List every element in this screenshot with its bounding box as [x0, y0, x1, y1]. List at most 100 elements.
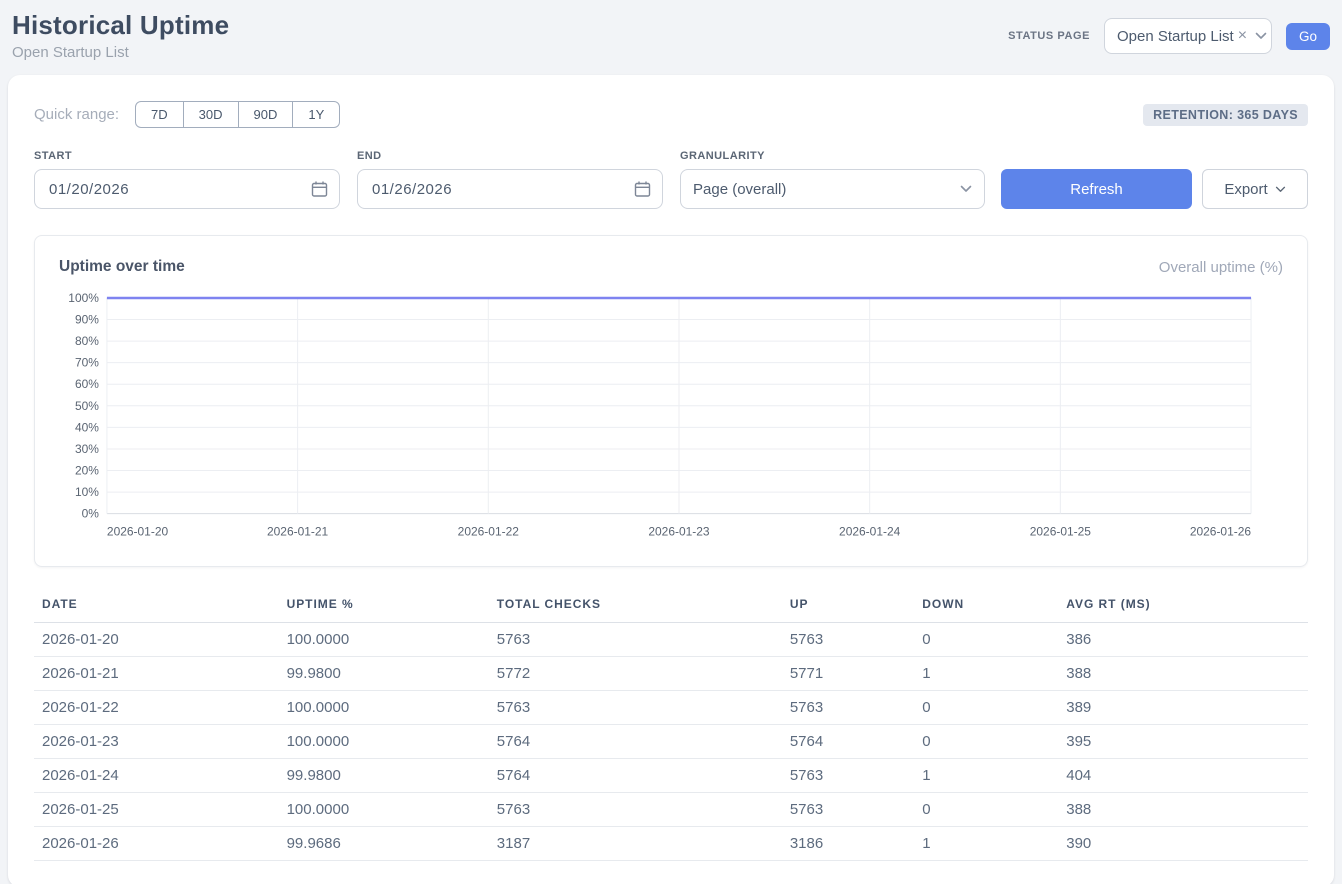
table-cell: 0: [914, 724, 1059, 759]
quick-range-group: 7D 30D 90D 1Y: [135, 101, 341, 128]
export-label: Export: [1224, 180, 1268, 198]
table-header-row: DATE UPTIME % TOTAL CHECKS UP DOWN AVG RT (MS…: [34, 590, 1308, 623]
table-cell: 100.0000: [278, 724, 489, 759]
table-cell: 1: [914, 656, 1059, 691]
table-cell: 5763: [488, 690, 782, 725]
table-cell: 404: [1058, 758, 1308, 793]
table-cell: 5763: [488, 792, 782, 827]
end-date-input[interactable]: [357, 169, 663, 209]
table-row: 2026-01-20 100.0000 5763 5763 0 386: [34, 622, 1308, 657]
calendar-icon[interactable]: [634, 181, 651, 198]
start-input-wrap: [34, 169, 340, 209]
table-column-header: DATE: [34, 590, 279, 623]
svg-text:2026-01-23: 2026-01-23: [648, 525, 710, 539]
table-cell: 5763: [781, 792, 915, 827]
table-row: 2026-01-21 99.9800 5772 5771 1 388: [34, 656, 1308, 691]
start-date-field: START: [34, 150, 340, 209]
granularity-select[interactable]: Page (overall): [680, 169, 985, 209]
quick-range-label: Quick range:: [34, 106, 120, 123]
export-button[interactable]: Export: [1202, 169, 1308, 209]
svg-text:2026-01-22: 2026-01-22: [458, 525, 520, 539]
chevron-down-icon: [1275, 186, 1286, 193]
table-cell: 5763: [781, 622, 915, 657]
table-cell: 2026-01-23: [34, 724, 279, 759]
table-cell: 99.9800: [278, 758, 489, 793]
table-cell: 0: [914, 622, 1059, 657]
table-cell: 100.0000: [278, 690, 489, 725]
end-input-wrap: [357, 169, 663, 209]
table-cell: 388: [1058, 792, 1308, 827]
quick-range-button-1y[interactable]: 1Y: [293, 101, 341, 128]
svg-text:2026-01-21: 2026-01-21: [267, 525, 329, 539]
table-column-header: DOWN: [914, 590, 1059, 623]
svg-text:20%: 20%: [75, 463, 99, 477]
table-cell: 5763: [781, 758, 915, 793]
chart-header: Uptime over time Overall uptime (%): [59, 258, 1283, 276]
granularity-value: Page (overall): [693, 180, 787, 198]
status-page-label: STATUS PAGE: [1008, 30, 1090, 42]
table-cell: 386: [1058, 622, 1308, 657]
table-cell: 2026-01-20: [34, 622, 279, 657]
table-head: DATE UPTIME % TOTAL CHECKS UP DOWN AVG RT (MS…: [34, 590, 1308, 623]
quick-range-row: Quick range: 7D 30D 90D 1Y RETENTION: 365 D…: [34, 101, 1308, 128]
go-button[interactable]: Go: [1285, 22, 1330, 50]
end-date-field: END: [357, 150, 663, 209]
table-cell: 5763: [488, 622, 782, 657]
clear-icon[interactable]: ×: [1237, 27, 1248, 44]
table-cell: 395: [1058, 724, 1308, 759]
table-row: 2026-01-22 100.0000 5763 5763 0 389: [34, 690, 1308, 725]
calendar-icon[interactable]: [311, 181, 328, 198]
table-cell: 388: [1058, 656, 1308, 691]
granularity-field: GRANULARITY Page (overall): [680, 150, 985, 209]
table-cell: 100.0000: [278, 792, 489, 827]
svg-text:10%: 10%: [75, 485, 99, 499]
svg-text:50%: 50%: [75, 399, 99, 413]
svg-text:2026-01-25: 2026-01-25: [1030, 525, 1092, 539]
page-subtitle: Open Startup List: [12, 44, 129, 61]
table-row: 2026-01-26 99.9686 3187 3186 1 390: [34, 826, 1308, 861]
top-bar-right: STATUS PAGE Open Startup List × Go: [1008, 18, 1330, 54]
table-cell: 1: [914, 758, 1059, 793]
title-block: Historical Uptime Open Startup List: [12, 10, 229, 61]
svg-text:70%: 70%: [75, 356, 99, 370]
table-cell: 0: [914, 690, 1059, 725]
quick-range-button-90d[interactable]: 90D: [238, 101, 294, 128]
table-cell: 2026-01-22: [34, 690, 279, 725]
table-cell: 5771: [781, 656, 915, 691]
top-bar: Historical Uptime Open Startup List STAT…: [8, 0, 1334, 75]
table-cell: 5764: [781, 724, 915, 759]
table-cell: 390: [1058, 826, 1308, 861]
retention-badge: RETENTION: 365 DAYS: [1143, 103, 1308, 126]
svg-text:90%: 90%: [75, 313, 99, 327]
svg-text:100%: 100%: [68, 291, 99, 305]
chart-title: Uptime over time: [59, 258, 185, 275]
svg-text:40%: 40%: [75, 420, 99, 434]
refresh-button[interactable]: Refresh: [1001, 169, 1192, 209]
start-date-input[interactable]: [34, 169, 340, 209]
status-page-value: Open Startup List: [1116, 27, 1234, 45]
table-column-header: TOTAL CHECKS: [488, 590, 782, 623]
start-label: START: [34, 150, 73, 162]
table-cell: 100.0000: [278, 622, 489, 657]
table-cell: 99.9686: [278, 826, 489, 861]
table-column-header: UPTIME %: [278, 590, 489, 623]
main-panel: Quick range: 7D 30D 90D 1Y RETENTION: 365 D…: [8, 75, 1334, 884]
page-title: Historical Uptime: [12, 10, 230, 40]
quick-range-button-30d[interactable]: 30D: [183, 101, 239, 128]
svg-text:2026-01-20: 2026-01-20: [107, 525, 169, 539]
table-row: 2026-01-23 100.0000 5764 5764 0 395: [34, 724, 1308, 759]
status-page-select[interactable]: Open Startup List ×: [1103, 18, 1272, 54]
table-cell: 2026-01-26: [34, 826, 279, 861]
table-cell: 5763: [781, 690, 915, 725]
chevron-down-icon: [1255, 32, 1267, 40]
chevron-down-icon: [960, 185, 972, 193]
table-cell: 3186: [781, 826, 915, 861]
granularity-label: GRANULARITY: [680, 150, 765, 162]
quick-range-button-7d[interactable]: 7D: [135, 101, 184, 128]
svg-text:30%: 30%: [75, 442, 99, 456]
svg-text:2026-01-24: 2026-01-24: [839, 525, 901, 539]
table-cell: 2026-01-24: [34, 758, 279, 793]
uptime-line-chart: 0% 10% 20% 30% 40% 50% 60% 70% 80% 90% 100% 2026-01…: [59, 290, 1283, 548]
quick-range-left: Quick range: 7D 30D 90D 1Y: [34, 101, 341, 128]
